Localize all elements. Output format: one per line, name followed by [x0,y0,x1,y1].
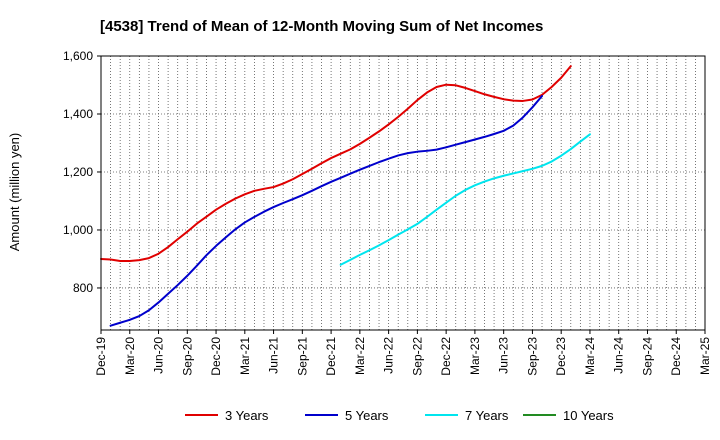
x-tick-label: Sep-20 [180,337,194,376]
x-tick-label: Mar-20 [123,337,137,375]
legend-label: 7 Years [465,408,509,423]
x-tick-label: Mar-25 [698,337,712,375]
x-tick-label: Dec-23 [554,337,568,376]
legend: 3 Years 5 Years 7 Years 10 Years [185,408,614,423]
x-tick-label: Jun-24 [612,337,626,374]
x-tick-label: Dec-24 [669,337,683,376]
y-tick-labels: 800 1,000 1,200 1,400 1,600 [63,49,101,295]
y-axis-title: Amount (million yen) [7,133,22,252]
x-tick-label: Jun-20 [152,337,166,374]
x-tick-labels: Dec-19 Mar-20 Jun-20 Sep-20 Dec-20 Mar-21 Jun-… [94,330,712,376]
x-tick-label: Jun-22 [382,337,396,374]
x-tick-label: Mar-21 [238,337,252,375]
y-tick-label: 1,600 [63,49,93,63]
y-tick-label: 1,200 [63,165,93,179]
x-tick-label: Sep-21 [295,337,309,376]
chart-title: [4538] Trend of Mean of 12-Month Moving … [100,18,543,35]
x-tick-label: Mar-24 [583,337,597,375]
x-tick-label: Sep-22 [410,337,424,376]
x-tick-label: Mar-22 [353,337,367,375]
legend-label: 3 Years [225,408,269,423]
x-tick-label: Mar-23 [468,337,482,375]
x-tick-label: Jun-23 [497,337,511,374]
grid [101,56,705,330]
legend-label: 5 Years [345,408,389,423]
x-tick-label: Dec-21 [324,337,338,376]
series-line-7-years [339,133,591,266]
x-tick-label: Jun-21 [267,337,281,374]
y-tick-label: 1,000 [63,223,93,237]
plot-frame [100,55,706,331]
y-tick-label: 1,400 [63,107,93,121]
legend-label: 10 Years [563,408,614,423]
series-group [100,65,591,327]
series-line-5-years [109,95,544,327]
x-tick-label: Dec-19 [94,337,108,376]
y-tick-label: 800 [73,281,93,295]
x-tick-label: Dec-22 [439,337,453,376]
x-tick-label: Sep-23 [525,337,539,376]
x-tick-label: Sep-24 [640,337,654,376]
series-line-3-years [100,65,572,262]
x-tick-label: Dec-20 [209,337,223,376]
